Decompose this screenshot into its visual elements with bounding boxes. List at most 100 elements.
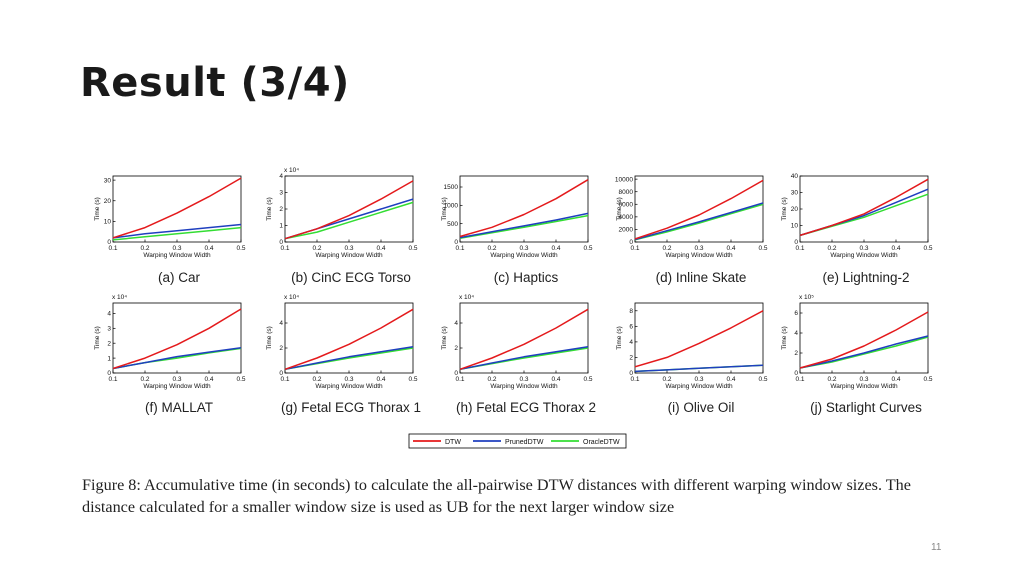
- subfigure-caption: (e) Lightning-2: [822, 270, 909, 285]
- x-tick-label: 0.3: [519, 376, 528, 383]
- y-tick-label: 2000: [619, 227, 634, 234]
- series-line-dtw: [634, 179, 764, 240]
- x-tick-label: 0.5: [758, 245, 767, 252]
- y-tick-label: 3: [107, 326, 111, 333]
- series-line-oracledtw: [459, 214, 589, 240]
- y-tick-label: 0: [279, 239, 283, 246]
- chart-panel-4: 0 2000 4000 6000 8000 10000 0.1 0.2 0.3 0.4 0.5 War…: [615, 175, 768, 285]
- x-tick-label: 0.5: [583, 245, 592, 252]
- series-line-oracledtw: [284, 201, 414, 240]
- chart-panel-6: 0 1 2 3 4 0.1 0.2 0.3 0.4 0.5 x 10⁴ Warping Window …: [94, 294, 246, 415]
- x-axis-label: Warping Window Width: [315, 383, 383, 390]
- x-tick-label: 0.1: [630, 245, 639, 252]
- series-line-dtw: [634, 310, 764, 368]
- x-tick-label: 0.5: [408, 376, 417, 383]
- x-tick-label: 0.2: [662, 245, 671, 252]
- x-tick-label: 0.4: [551, 245, 560, 252]
- series-line-oracledtw: [634, 203, 764, 241]
- y-axis-label: Time (s): [781, 326, 788, 350]
- y-tick-label: 1: [107, 355, 111, 362]
- y-tick-label: 10: [791, 223, 799, 230]
- series-line-dtw: [112, 177, 242, 239]
- y-tick-label: 0: [454, 370, 458, 377]
- x-tick-label: 0.4: [376, 376, 385, 383]
- plot-frame: [459, 175, 589, 243]
- y-tick-label: 20: [104, 198, 112, 205]
- x-tick-label: 0.4: [204, 376, 213, 383]
- x-tick-label: 0.5: [923, 245, 932, 252]
- y-tick-label: 0: [794, 370, 798, 377]
- y-tick-label: 4: [107, 311, 111, 318]
- x-tick-label: 0.4: [891, 376, 900, 383]
- x-tick-label: 0.5: [758, 376, 767, 383]
- chart-panel-2: 0 1 2 3 4 0.1 0.2 0.3 0.4 0.5 x 10⁴ Warping Window …: [266, 167, 418, 285]
- x-tick-label: 0.1: [108, 376, 117, 383]
- series-line-dtw: [284, 308, 414, 371]
- x-tick-label: 0.3: [519, 245, 528, 252]
- x-axis-label: Warping Window Width: [490, 383, 558, 390]
- y-tick-label: 8: [629, 308, 633, 315]
- x-tick-label: 0.1: [108, 245, 117, 252]
- series-line-pruneddtw: [459, 346, 589, 371]
- y-tick-label: 2: [107, 340, 111, 347]
- y-tick-label: 30: [104, 177, 112, 184]
- y-tick-label: 2: [629, 355, 633, 362]
- series-line-pruneddtw: [112, 346, 242, 370]
- x-tick-label: 0.4: [376, 245, 385, 252]
- series-line-dtw: [284, 180, 414, 240]
- series-line-dtw: [459, 179, 589, 238]
- x-axis-label: Warping Window Width: [143, 383, 211, 390]
- x-tick-label: 0.2: [487, 376, 496, 383]
- y-tick-label: 4: [794, 330, 798, 337]
- y-tick-label: 1500: [444, 184, 459, 191]
- x-tick-label: 0.1: [795, 376, 804, 383]
- y-tick-label: 2: [794, 350, 798, 357]
- y-tick-label: 30: [791, 190, 799, 197]
- x-axis-label: Warping Window Width: [665, 383, 733, 390]
- subfigure-caption: (f) MALLAT: [145, 400, 213, 415]
- x-axis-label: Warping Window Width: [665, 252, 733, 259]
- y-axis-label: Time (s): [781, 197, 788, 221]
- x-tick-label: 0.2: [140, 245, 149, 252]
- subfigure-caption: (c) Haptics: [494, 270, 559, 285]
- x-axis-label: Warping Window Width: [830, 252, 898, 259]
- x-tick-label: 0.3: [859, 245, 868, 252]
- subfigure-caption: (b) CinC ECG Torso: [291, 270, 411, 285]
- series-line-pruneddtw: [634, 202, 764, 241]
- chart-panel-5: 0 10 20 30 40 0.1 0.2 0.3 0.4 0.5 Warping Window W…: [781, 173, 933, 285]
- y-tick-label: 500: [447, 221, 458, 228]
- plot-frame: [799, 175, 929, 243]
- y-axis-label: Time (s): [441, 326, 448, 350]
- subfigure-caption: (j) Starlight Curves: [810, 400, 922, 415]
- series-line-pruneddtw: [459, 212, 589, 239]
- x-tick-label: 0.1: [280, 376, 289, 383]
- series-line-dtw: [112, 308, 242, 370]
- y-tick-label: 0: [629, 239, 633, 246]
- plot-frame: [634, 302, 764, 374]
- chart-panel-10: 0 2 4 6 0.1 0.2 0.3 0.4 0.5 x 10⁵ Warping Window W…: [781, 294, 933, 415]
- subfigure-caption: (a) Car: [158, 270, 201, 285]
- y-exponent-label: x 10⁴: [459, 294, 474, 301]
- y-exponent-label: x 10⁴: [112, 294, 127, 301]
- figure-caption: Figure 8: Accumulative time (in seconds)…: [82, 476, 911, 516]
- x-tick-label: 0.2: [827, 245, 836, 252]
- page-number: 11: [931, 542, 942, 553]
- x-tick-label: 0.3: [344, 245, 353, 252]
- y-tick-label: 0: [107, 370, 111, 377]
- series-line-pruneddtw: [284, 346, 414, 371]
- x-tick-label: 0.4: [204, 245, 213, 252]
- x-tick-label: 0.3: [859, 376, 868, 383]
- y-tick-label: 6000: [619, 201, 634, 208]
- x-tick-label: 0.1: [280, 245, 289, 252]
- legend-label-oracledtw: OracleDTW: [583, 439, 620, 446]
- x-axis-label: Warping Window Width: [143, 252, 211, 259]
- x-tick-label: 0.5: [923, 376, 932, 383]
- x-tick-label: 0.4: [891, 245, 900, 252]
- subfigure-caption: (i) Olive Oil: [668, 400, 735, 415]
- y-exponent-label: x 10⁴: [284, 294, 299, 301]
- y-tick-label: 8000: [619, 189, 634, 196]
- y-tick-label: 40: [791, 173, 799, 180]
- y-tick-label: 4000: [619, 214, 634, 221]
- chart-panel-7: 0 2 4 0.1 0.2 0.3 0.4 0.5 x 10⁴ Warping Window Wi…: [266, 294, 421, 415]
